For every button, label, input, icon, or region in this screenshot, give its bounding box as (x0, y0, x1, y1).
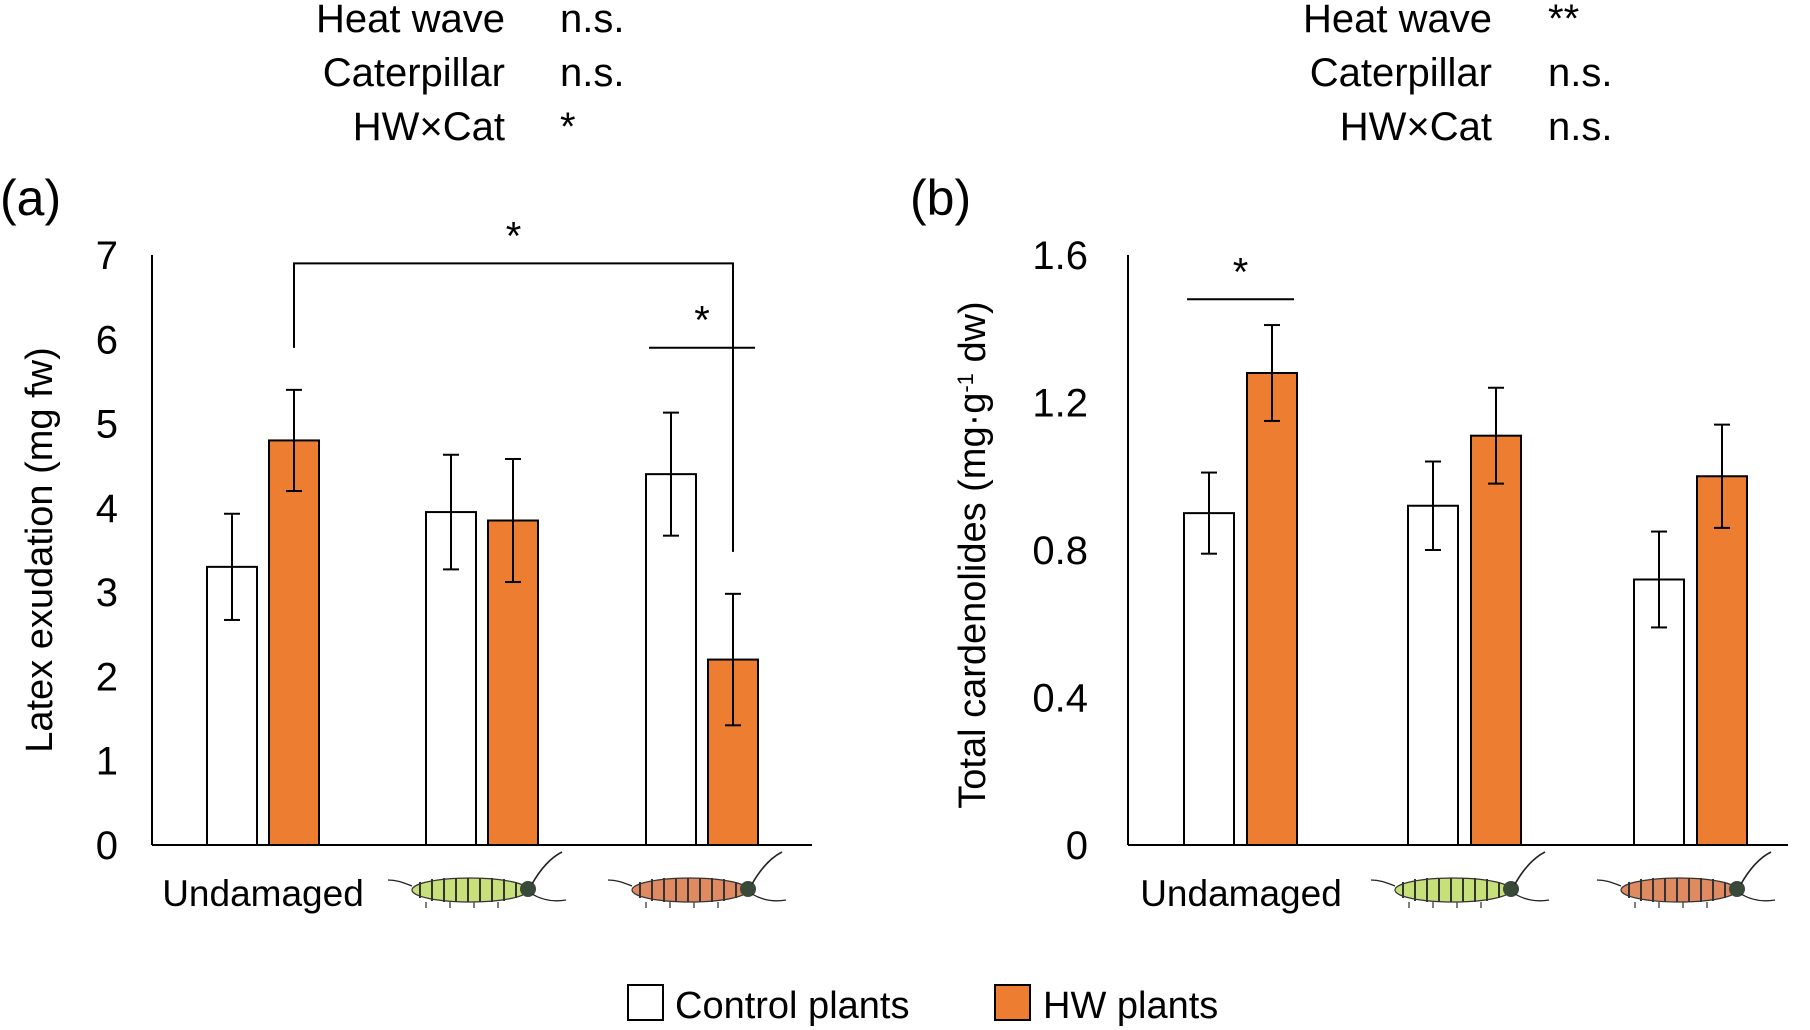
legend: Control plants HW plants (627, 984, 1218, 1027)
axes-a: 0 1 2 3 4 5 6 7 Undamaged (96, 234, 812, 914)
y-tick-label-b: 1.2 (1032, 382, 1088, 426)
bar-hw-b-1 (1470, 434, 1522, 846)
y-tick-label-a: 2 (96, 655, 118, 699)
error-bar-a (663, 411, 679, 537)
error-bar-b (1264, 324, 1280, 422)
stat-value-interaction-b: n.s. (1548, 105, 1612, 149)
significance-marker-a: * (293, 214, 734, 552)
bar-control-b-0 (1183, 512, 1235, 846)
significance-marker-a: * (649, 299, 755, 349)
legend-label-control: Control plants (675, 985, 909, 1027)
x-category-label-a: Undamaged (162, 873, 364, 914)
stat-label-heatwave-a: Heat wave (316, 0, 505, 41)
error-bar-a (505, 457, 521, 584)
significance-marker-b: * (1187, 250, 1294, 301)
stat-value-heatwave-b: ** (1548, 0, 1579, 41)
significance-star-a: * (506, 214, 522, 258)
legend-swatch-hw (994, 984, 1031, 1021)
bars-b (1183, 324, 1748, 846)
panel-a-label: (a) (0, 170, 61, 226)
bar-hw-a-0 (268, 439, 320, 846)
legend-swatch-control (627, 984, 664, 1021)
y-tick-label-a: 3 (96, 571, 118, 615)
error-bar-b (1651, 530, 1667, 629)
y-tick-label-b: 0.4 (1032, 677, 1088, 721)
panel-b-label: (b) (910, 170, 971, 226)
orange-caterpillar-icon (1596, 851, 1776, 909)
error-bar-b (1488, 386, 1504, 485)
significance-b: * (1187, 250, 1294, 301)
stat-label-interaction-a: HW×Cat (353, 105, 505, 149)
stat-label-caterpillar-a: Caterpillar (323, 51, 505, 95)
bar-hw-b-2 (1696, 475, 1748, 846)
error-bar-a (224, 512, 240, 621)
significance-star-b: * (1233, 250, 1249, 294)
error-bar-b (1425, 460, 1441, 551)
y-tick-label-a: 0 (96, 824, 118, 868)
error-bar-b (1201, 471, 1217, 555)
x-category-label-b: Undamaged (1140, 873, 1342, 914)
error-bar-a (443, 453, 459, 571)
panel-b: (b) Heat wave ** Caterpillar n.s. HW×Cat… (910, 0, 1788, 914)
y-axis-label-a: Latex exudation (mg fw) (19, 347, 61, 753)
y-tick-label-b: 1.6 (1032, 234, 1088, 278)
y-tick-label-a: 7 (96, 234, 118, 278)
significance-a: ** (293, 214, 755, 552)
green-caterpillar-icon (387, 851, 567, 909)
y-tick-label-a: 5 (96, 403, 118, 447)
y-tick-label-a: 1 (96, 740, 118, 784)
legend-label-hw: HW plants (1043, 985, 1218, 1027)
y-tick-label-a: 6 (96, 318, 118, 362)
stat-value-interaction-a: * (560, 105, 576, 149)
y-tick-label-b: 0.8 (1032, 529, 1088, 573)
panel-b-stats: Heat wave ** Caterpillar n.s. HW×Cat n.s… (1303, 0, 1612, 149)
panel-a: (a) Heat wave n.s. Caterpillar n.s. HW×C… (0, 0, 812, 914)
stat-label-caterpillar-b: Caterpillar (1310, 51, 1492, 95)
y-tick-label-a: 4 (96, 487, 118, 531)
error-bar-a (725, 592, 741, 727)
stat-value-heatwave-a: n.s. (560, 0, 624, 41)
error-bar-b (1714, 423, 1730, 529)
stat-label-interaction-b: HW×Cat (1340, 105, 1492, 149)
y-axis-label-b: Total cardenolides (mg·g-1 dw) (952, 301, 994, 808)
y-tick-label-b: 0 (1066, 824, 1088, 868)
bar-control-a-2 (645, 473, 697, 846)
significance-star-a: * (694, 299, 710, 343)
green-caterpillar-icon (1370, 851, 1550, 909)
error-bar-a (286, 388, 302, 492)
bars-a (206, 388, 759, 846)
orange-caterpillar-icon (607, 851, 787, 909)
bar-hw-b-0 (1246, 372, 1298, 846)
panel-a-stats: Heat wave n.s. Caterpillar n.s. HW×Cat * (316, 0, 624, 149)
stat-value-caterpillar-b: n.s. (1548, 51, 1612, 95)
stat-value-caterpillar-a: n.s. (560, 51, 624, 95)
stat-label-heatwave-b: Heat wave (1303, 0, 1492, 41)
bar-control-b-1 (1407, 504, 1459, 846)
